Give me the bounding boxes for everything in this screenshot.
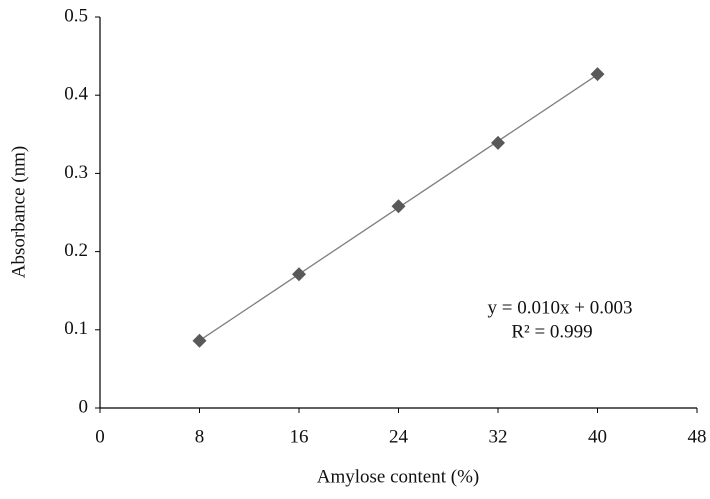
y-tick-label: 0.5 [64, 5, 88, 26]
x-tick-label: 32 [489, 426, 508, 447]
annotation: R² = 0.999 [511, 321, 592, 342]
y-tick-label: 0 [79, 396, 89, 417]
y-tick-label: 0.2 [64, 240, 88, 261]
data-point [193, 334, 207, 348]
x-tick-label: 16 [290, 426, 309, 447]
y-axis-label: Absorbance (nm) [8, 146, 29, 278]
data-point [292, 267, 306, 281]
x-tick-label: 24 [389, 426, 409, 447]
y-tick-label: 0.3 [64, 162, 88, 183]
y-tick-label: 0.1 [64, 318, 88, 339]
chart: Absorbance (nm) Amylose content (%) 0 0.1… [0, 0, 710, 494]
annotation: y = 0.010x + 0.003 [488, 297, 633, 318]
x-tick-label: 8 [195, 426, 205, 447]
data-point [591, 67, 605, 81]
x-tick-label: 0 [95, 426, 105, 447]
x-tick-label: 48 [688, 426, 707, 447]
x-axis-label: Amylose content (%) [317, 466, 480, 487]
x-tick-label: 40 [588, 426, 607, 447]
y-tick-label: 0.4 [64, 84, 88, 105]
